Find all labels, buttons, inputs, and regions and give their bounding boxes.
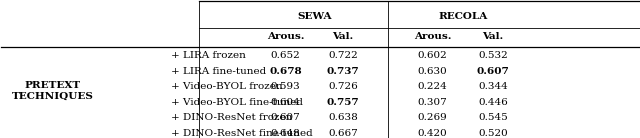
Text: 0.607: 0.607 <box>477 67 509 76</box>
Text: + DINO-ResNet fine-tuned: + DINO-ResNet fine-tuned <box>170 129 312 138</box>
Text: 0.545: 0.545 <box>478 113 508 122</box>
Text: 0.630: 0.630 <box>417 67 447 76</box>
Text: 0.604: 0.604 <box>271 98 300 107</box>
Text: + LIRA frozen: + LIRA frozen <box>170 51 245 60</box>
Text: 0.638: 0.638 <box>328 113 358 122</box>
Text: + Video-BYOL frozen: + Video-BYOL frozen <box>170 82 282 91</box>
Text: 0.602: 0.602 <box>417 51 447 60</box>
Text: Val.: Val. <box>483 32 504 41</box>
Text: + LIRA fine-tuned: + LIRA fine-tuned <box>170 67 266 76</box>
Text: 0.593: 0.593 <box>271 82 300 91</box>
Text: 0.269: 0.269 <box>417 113 447 122</box>
Text: 0.344: 0.344 <box>478 82 508 91</box>
Text: Arous.: Arous. <box>413 32 451 41</box>
Text: + Video-BYOL fine-tuned: + Video-BYOL fine-tuned <box>170 98 303 107</box>
Text: 0.307: 0.307 <box>417 98 447 107</box>
Text: 0.532: 0.532 <box>478 51 508 60</box>
Text: 0.648: 0.648 <box>271 129 300 138</box>
Text: 0.737: 0.737 <box>326 67 359 76</box>
Text: + DINO-ResNet frozen: + DINO-ResNet frozen <box>170 113 292 122</box>
Text: SEWA: SEWA <box>297 12 332 21</box>
Text: 0.420: 0.420 <box>417 129 447 138</box>
Text: 0.224: 0.224 <box>417 82 447 91</box>
Text: 0.722: 0.722 <box>328 51 358 60</box>
Text: 0.607: 0.607 <box>271 113 300 122</box>
Text: 0.446: 0.446 <box>478 98 508 107</box>
Text: Arous.: Arous. <box>267 32 304 41</box>
Text: 0.652: 0.652 <box>271 51 300 60</box>
Text: PRETEXT
TECHNIQUES: PRETEXT TECHNIQUES <box>12 81 93 101</box>
Text: 0.520: 0.520 <box>478 129 508 138</box>
Text: 0.726: 0.726 <box>328 82 358 91</box>
Text: 0.667: 0.667 <box>328 129 358 138</box>
Text: 0.757: 0.757 <box>326 98 359 107</box>
Text: Val.: Val. <box>332 32 354 41</box>
Text: RECOLA: RECOLA <box>438 12 488 21</box>
Text: 0.678: 0.678 <box>269 67 302 76</box>
